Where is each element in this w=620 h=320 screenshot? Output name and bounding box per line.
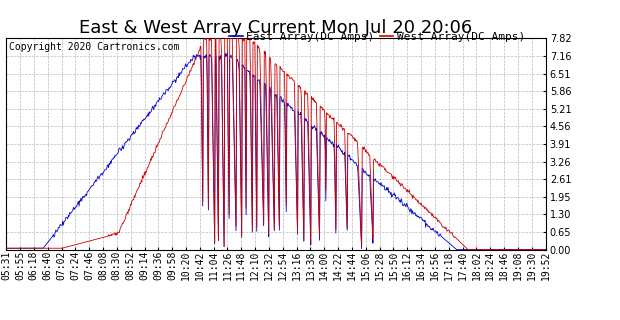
Text: Copyright 2020 Cartronics.com: Copyright 2020 Cartronics.com [9,42,179,52]
Title: East & West Array Current Mon Jul 20 20:06: East & West Array Current Mon Jul 20 20:… [79,19,472,37]
Legend: East Array(DC Amps), West Array(DC Amps): East Array(DC Amps), West Array(DC Amps) [225,27,529,46]
